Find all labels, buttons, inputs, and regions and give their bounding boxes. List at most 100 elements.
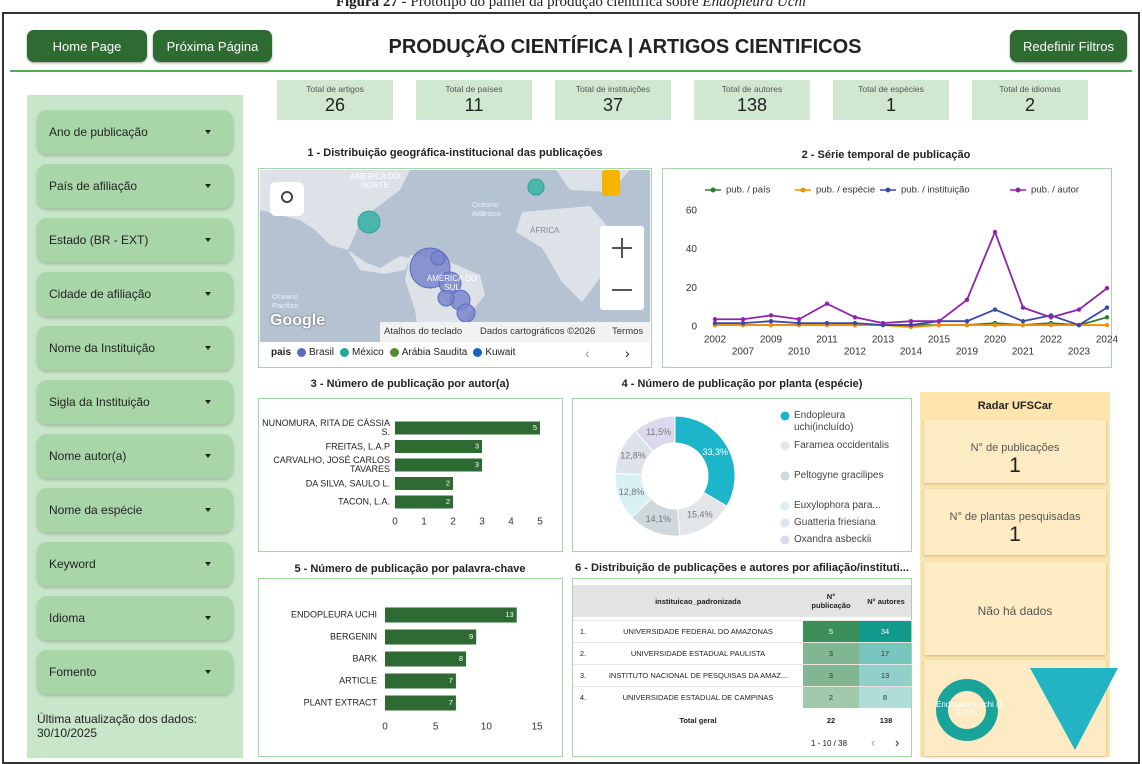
kpi-card: Total de espécies 1	[833, 80, 949, 120]
row-index: 1.	[579, 627, 587, 636]
map-label: AMERICA DO NORTE	[349, 172, 401, 190]
filter-dropdown[interactable]: País de afiliação	[37, 164, 233, 208]
zoom-controls	[600, 226, 644, 310]
caption-species: Endopleura Uchi	[702, 0, 807, 10]
filter-dropdown[interactable]: Nome da Instituição	[37, 326, 233, 370]
author-count: 13	[859, 665, 911, 686]
filter-dropdown[interactable]: Nome da espécie	[37, 488, 233, 532]
next-page[interactable]: ›	[895, 735, 900, 750]
figure-caption: Figura 27 - Protótipo do painel da produ…	[0, 0, 1142, 11]
zoom-in[interactable]	[612, 238, 632, 258]
radar-card: Não há dados	[924, 562, 1106, 655]
radar-card: N° de publicações 1	[924, 420, 1106, 483]
institution-table: instituicao_padronizada N° publicação N°…	[572, 578, 913, 757]
card-label: N° de plantas pesquisadas	[949, 511, 1081, 523]
row-index: 2.	[579, 649, 587, 658]
filter-label: Cidade de afiliação	[49, 287, 152, 301]
filter-dropdown[interactable]: Idioma	[37, 596, 233, 640]
filter-label: Nome da espécie	[49, 503, 143, 517]
institution-name: UNIVERSIDADE ESTADUAL PAULISTA	[630, 649, 766, 658]
filter-dropdown[interactable]: Cidade de afiliação	[37, 272, 233, 316]
column-header[interactable]: N° autores	[867, 596, 905, 606]
legend-label: Peltogyne gracilipes	[794, 470, 884, 481]
publication-count: 2	[803, 687, 859, 708]
legend-label: Endopleura uchi(incluído)	[794, 410, 854, 433]
caption-label: Figura 27	[335, 0, 398, 10]
filter-label: Fomento	[49, 665, 97, 679]
prev-icon[interactable]: ‹	[585, 345, 590, 361]
kpi-label: Total de autores	[721, 84, 783, 94]
last-update-date: 30/10/2025	[37, 726, 98, 740]
legend-label: Arábia Saudita	[401, 347, 468, 358]
caret	[205, 238, 211, 245]
map[interactable]: AMERICA DO NORTE Oceano Atlântico ÁFRICA…	[260, 170, 650, 342]
bar-category-label: ARTICLE	[339, 675, 377, 686]
kpi-label: Total de artigos	[306, 84, 364, 94]
pegman[interactable]	[602, 170, 620, 196]
attribution[interactable]: Termos	[612, 326, 644, 337]
filter-label: Idioma	[49, 611, 86, 625]
publication-count: 3	[803, 665, 859, 686]
total-label: Total geral	[679, 716, 717, 725]
filter-dropdown[interactable]: Fomento	[37, 650, 233, 694]
map-label: Oceano Pacífico	[272, 292, 299, 310]
filter-dropdown[interactable]: Estado (BR - EXT)	[37, 218, 233, 262]
map-bubbles	[409, 247, 476, 323]
caret	[205, 454, 211, 461]
map-label: Oceano Atlântico	[472, 200, 501, 218]
reset-filters-button[interactable]: Redefinir Filtros	[1010, 30, 1127, 62]
bar-category-label: NUNOMURA, RITA DE CÁSSIA S.	[262, 418, 390, 437]
bar-category-label: DA SILVA, SAULO L.	[305, 478, 390, 488]
legend-item[interactable]: México	[340, 347, 384, 358]
bar-category-label: ENDOPLEURA UCHI	[290, 609, 377, 620]
next-icon[interactable]: ›	[625, 345, 630, 361]
kpi-label: Total de espécies	[858, 84, 924, 94]
map-legend: pais Brasil México Arábia Saudita Kuwait	[271, 347, 515, 358]
total-authors: 138	[879, 716, 893, 725]
caret	[205, 184, 211, 191]
map-bubble	[357, 210, 381, 234]
bar-category-label: CARVALHO, JOSÉ CARLOS TAVARES	[273, 455, 390, 474]
legend-label: Euxylophora para...	[794, 500, 881, 511]
kpi-label: Total de países	[445, 84, 503, 94]
card-value: 1	[1009, 454, 1021, 477]
home-button[interactable]: Home Page	[27, 30, 147, 62]
filter-label: Ano de publicação	[49, 125, 148, 139]
next-page-button[interactable]: Próxima Página	[153, 30, 272, 62]
caret	[205, 400, 211, 407]
total-row: Total geral 22 138	[573, 711, 911, 731]
prev-page[interactable]: ‹	[871, 735, 876, 750]
kpi-card: Total de instituições 37	[555, 80, 671, 120]
filter-dropdown[interactable]: Keyword	[37, 542, 233, 586]
map-brand: Google	[270, 312, 326, 329]
last-update-label: Última atualização dos dados:	[37, 712, 198, 726]
pager: 1 - 10 / 38	[811, 739, 848, 748]
bar-category-label: TACON, L.A.	[338, 496, 390, 507]
column-header[interactable]: N° publicação	[811, 592, 851, 610]
filter-dropdown[interactable]: Sigla da Instituição	[37, 380, 233, 424]
map-panel: AMERICA DO NORTE Oceano Atlântico ÁFRICA…	[258, 168, 652, 368]
filter-dropdown[interactable]: Ano de publicação	[37, 110, 233, 154]
total-publications: 22	[826, 716, 836, 725]
caret	[205, 562, 211, 569]
institution-name: UNIVERSIDADE ESTADUAL DE CAMPINAS	[622, 693, 774, 702]
kpi-value: 37	[602, 95, 624, 115]
map-label: AMÉRICA DO SUL	[426, 274, 478, 292]
filter-label: Nome da Instituição	[49, 341, 156, 355]
locate-button[interactable]	[270, 182, 304, 216]
bar-category-label: BERGENIN	[329, 631, 377, 642]
column-header[interactable]: instituicao_padronizada	[655, 596, 741, 606]
legend-swatch	[340, 348, 350, 357]
filter-dropdown[interactable]: Nome autor(a)	[37, 434, 233, 478]
attribution[interactable]: Atalhos do teclado	[384, 326, 463, 337]
legend-item[interactable]: Kuwait	[473, 347, 515, 358]
legend-label: Kuwait	[485, 347, 516, 358]
table-title: 6 - Distribuição de publicações e autore…	[575, 562, 909, 574]
radar-card: N° de plantas pesquisadas 1	[924, 489, 1106, 555]
kpi-card: Total de autores 138	[694, 80, 810, 120]
legend-item[interactable]: Brasil	[297, 347, 334, 358]
filter-label: Keyword	[49, 557, 96, 571]
legend-swatch	[473, 348, 483, 357]
last-update: Última atualização dos dados: 30/10/2025	[37, 712, 237, 740]
legend-item[interactable]: Arábia Saudita	[389, 347, 468, 358]
